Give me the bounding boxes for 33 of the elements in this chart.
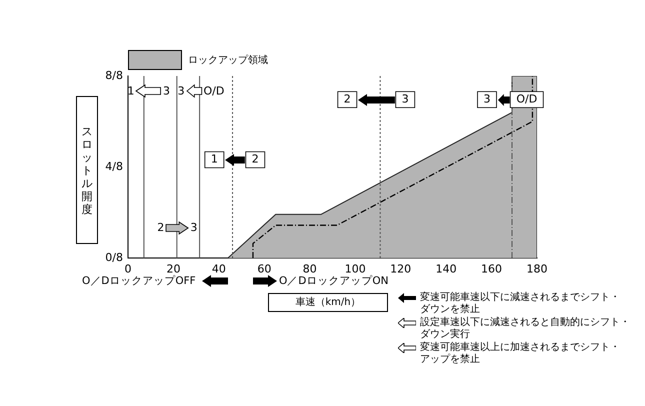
annotation: 1 (127, 84, 134, 98)
x-tick-label: 60 (257, 262, 272, 276)
y-tick-label: 8/8 (105, 68, 123, 82)
annotation: 3 (162, 84, 170, 98)
annotation: 1 (210, 152, 218, 166)
y-tick-label: 0/8 (105, 250, 123, 264)
text: 設定車速以下に減速されると自動的にシフト・ダウン実行 (420, 317, 630, 340)
annotation: 2 (252, 152, 259, 166)
annotation: 2 (157, 220, 164, 234)
x-tick-label: 0 (124, 262, 132, 276)
text: O／DロックアップOFF (82, 274, 196, 288)
x-tick-label: 140 (436, 262, 457, 276)
x-tick-label: 80 (302, 262, 317, 276)
annotation: O/D (203, 84, 224, 98)
y-axis-title: スロットル開度 (82, 124, 92, 216)
annotation: 3 (402, 92, 409, 106)
text: 変速可能車速以上に加速されるまでシフト・アップを禁止 (420, 342, 620, 365)
y-tick-label: 4/8 (105, 160, 123, 173)
text: O／DロックアップON (278, 274, 388, 288)
annotation: 2 (344, 92, 351, 106)
annotation: O/D (516, 92, 538, 106)
text: 変速可能車速以下に減速されるまでシフト・ダウンを禁止 (420, 292, 620, 315)
x-tick-label: 20 (166, 262, 180, 276)
x-tick-label: 180 (526, 262, 548, 276)
x-tick-label: 40 (212, 262, 226, 276)
x-tick-label: 120 (390, 262, 412, 276)
x-tick-label: 160 (481, 262, 502, 276)
x-axis-title: 車速（km/h） (268, 293, 388, 312)
annotation: 3 (190, 220, 198, 234)
annotation: 3 (484, 92, 491, 106)
annotation: 3 (178, 84, 185, 98)
x-tick-label: 100 (344, 262, 366, 276)
text: ロックアップ領域 (188, 54, 268, 67)
